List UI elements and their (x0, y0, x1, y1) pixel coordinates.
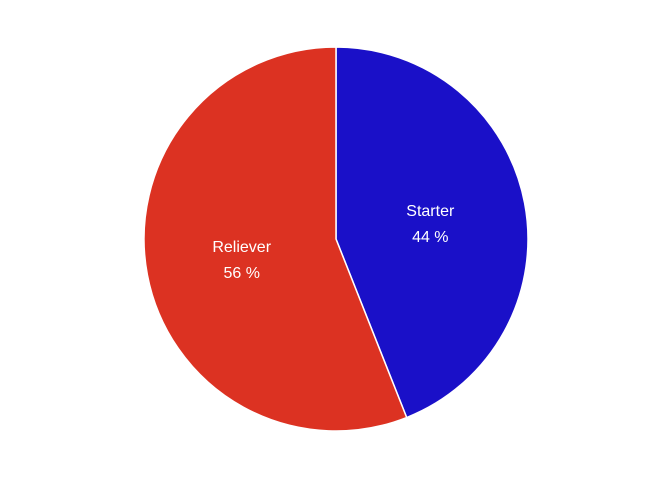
labels-layer: Starter 44 % Reliever 56 % (212, 203, 455, 282)
slice-label-reliever: Reliever (212, 239, 271, 256)
slices-layer (143, 46, 529, 432)
slice-percent-starter: 44 % (412, 229, 448, 246)
pie-slice-starter (335, 46, 529, 419)
slice-percent-reliever: 56 % (223, 265, 259, 282)
slice-label-starter: Starter (406, 203, 455, 220)
pie-slice-reliever (143, 46, 408, 432)
